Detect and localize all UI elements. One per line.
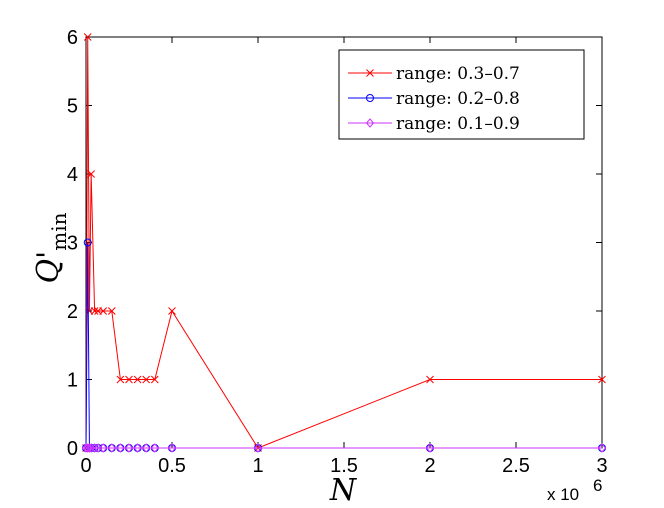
series-3-point	[142, 443, 151, 453]
x-tick-label: 0.5	[158, 455, 186, 477]
x-tick-label: 1	[252, 455, 263, 477]
series-3-point	[133, 443, 142, 453]
y-axis-label-main: Q'	[31, 251, 66, 284]
series-1-point	[142, 375, 151, 384]
legend-label: range: 0.3–0.7	[396, 64, 520, 84]
series-1-point	[168, 307, 176, 315]
legend-label: range: 0.2–0.8	[396, 89, 520, 109]
legend-marker	[365, 118, 375, 128]
series-3-point	[99, 443, 108, 453]
series-1-point	[90, 307, 99, 315]
x-tick-label: 2	[424, 455, 435, 477]
y-axis-label-subscript: min	[47, 212, 71, 250]
series-1-point	[99, 307, 108, 315]
y-tick-label: 5	[67, 96, 78, 118]
series-1-point	[598, 375, 606, 384]
x-tick-label: 3	[596, 455, 607, 477]
y-axis-label: Q'min	[31, 212, 71, 283]
series-1-point	[133, 375, 142, 384]
legend-item-2: range: 0.2–0.8	[348, 89, 520, 109]
series-1-point	[87, 170, 96, 178]
series-3-point	[253, 443, 263, 453]
series-3-point	[597, 443, 607, 453]
x-tick-label: 1.5	[330, 455, 358, 477]
series-3-point	[150, 443, 159, 453]
y-tick-label: 2	[67, 301, 78, 323]
y-tick-label: 6	[67, 27, 78, 49]
series-3-point	[83, 443, 92, 453]
y-tick-label: 3	[67, 233, 78, 255]
series-1-point	[150, 375, 159, 384]
legend-marker	[366, 69, 374, 77]
x-axis-label: N	[329, 473, 358, 508]
series-3-point	[425, 443, 435, 453]
series-3-point	[90, 443, 99, 453]
svg-text:Q'min: Q'min	[31, 212, 71, 283]
series-1-point	[83, 33, 92, 41]
series-2-point	[83, 238, 92, 247]
series-3-point	[116, 443, 125, 453]
series-1-point	[125, 375, 133, 384]
series-group	[81, 33, 607, 453]
legend-item-1: range: 0.3–0.7	[348, 64, 520, 84]
x-tick-label: 0	[80, 455, 91, 477]
series-3-point	[107, 443, 116, 453]
y-tick-label: 0	[67, 438, 78, 460]
legend-item-3: range: 0.1–0.9	[348, 114, 520, 134]
legend: range: 0.3–0.7 range: 0.2–0.8 range: 0.1–0…	[338, 49, 585, 140]
series-3-point	[86, 443, 96, 453]
series-3-point	[124, 443, 134, 453]
y-tick-label: 1	[67, 370, 78, 392]
series-1-point	[426, 375, 434, 384]
y-axis-ticks: 0 1 2 3 4 5 6	[67, 27, 602, 460]
x-multiplier-label: x 10	[547, 485, 579, 504]
x-multiplier-exponent: 6	[593, 476, 602, 495]
legend-box	[338, 49, 585, 140]
legend-marker	[366, 94, 374, 102]
series-3-point	[167, 443, 177, 453]
y-tick-label: 4	[67, 164, 78, 186]
series-1-point	[116, 375, 125, 384]
x-tick-label: 2.5	[502, 455, 530, 477]
series-1-point	[107, 307, 116, 315]
series-3	[81, 443, 607, 453]
x-axis-multiplier: x 10 6	[547, 476, 602, 504]
legend-label: range: 0.1–0.9	[396, 114, 520, 134]
